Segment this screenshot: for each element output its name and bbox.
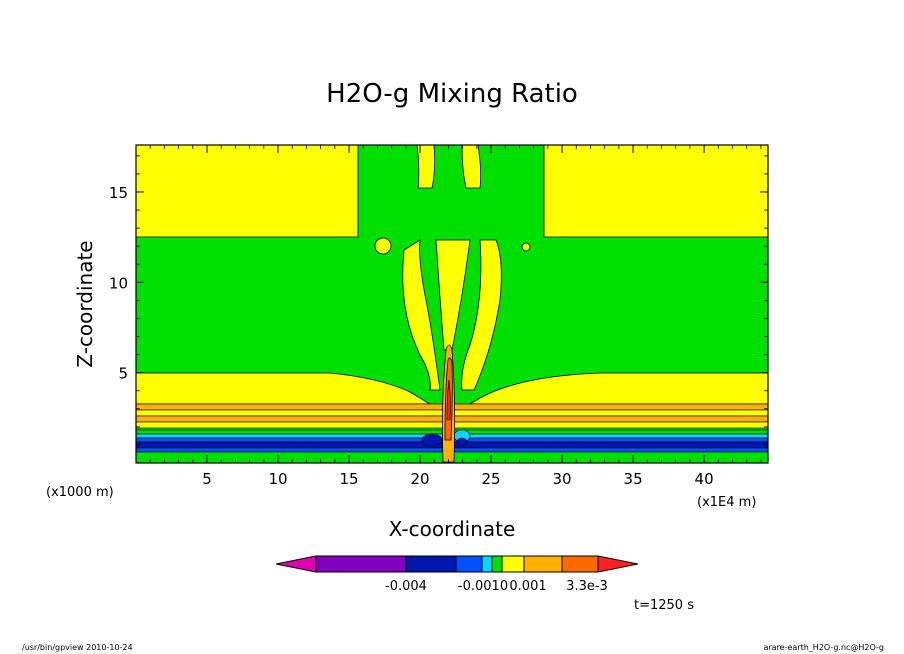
x-axis-label: X-coordinate	[389, 517, 516, 541]
colorbar-segment	[491, 555, 503, 573]
x-unit-label: (x1E4 m)	[697, 495, 756, 510]
colorbar-tick-label: -0.004	[385, 579, 427, 594]
x-tick-label: 5	[202, 470, 212, 488]
colorbar-segment	[481, 555, 493, 573]
colorbar-segment	[523, 555, 563, 573]
plot-area	[135, 144, 769, 464]
colorbar-segment	[315, 555, 407, 573]
x-axis: 5 10 15 20 25 30 35 40	[149, 145, 762, 488]
colorbar-arrow-low	[275, 555, 317, 573]
x-tick-label: 15	[339, 470, 358, 488]
colorbar-tick-label: -0.0010	[458, 579, 508, 594]
y-unit-label: (x1000 m)	[46, 485, 114, 500]
colorbar-tick-label: 3.3e-3	[566, 579, 608, 594]
x-tick-label: 35	[624, 470, 643, 488]
x-tick-label: 10	[268, 470, 287, 488]
y-axis: 5 10 15	[109, 155, 768, 446]
x-tick-label: 25	[482, 470, 501, 488]
colorbar-arrow-high	[597, 555, 639, 573]
colorbar	[275, 555, 639, 573]
y-tick-label: 5	[118, 365, 128, 383]
colorbar-segment	[561, 555, 599, 573]
colorbar-segment	[405, 555, 457, 573]
y-axis-label: Z-coordinate	[73, 240, 97, 367]
footer-left: /usr/bin/gpview 2010-10-24	[22, 643, 133, 652]
footer-right: arare-earth_H2O-g.nc@H2O-g	[763, 643, 884, 652]
colorbar-tick-label: 0.001	[509, 579, 546, 594]
colorbar-labels: -0.004 -0.0010 0.001 3.3e-3	[385, 579, 608, 594]
colorbar-segment	[455, 555, 483, 573]
time-label: t=1250 s	[634, 598, 694, 613]
chart-title: H2O-g Mixing Ratio	[326, 79, 578, 109]
colorbar-segment	[501, 555, 525, 573]
y-tick-label: 10	[109, 274, 128, 292]
y-tick-label: 15	[109, 184, 128, 202]
x-tick-label: 30	[553, 470, 572, 488]
x-tick-label: 20	[410, 470, 429, 488]
x-tick-label: 40	[695, 470, 714, 488]
